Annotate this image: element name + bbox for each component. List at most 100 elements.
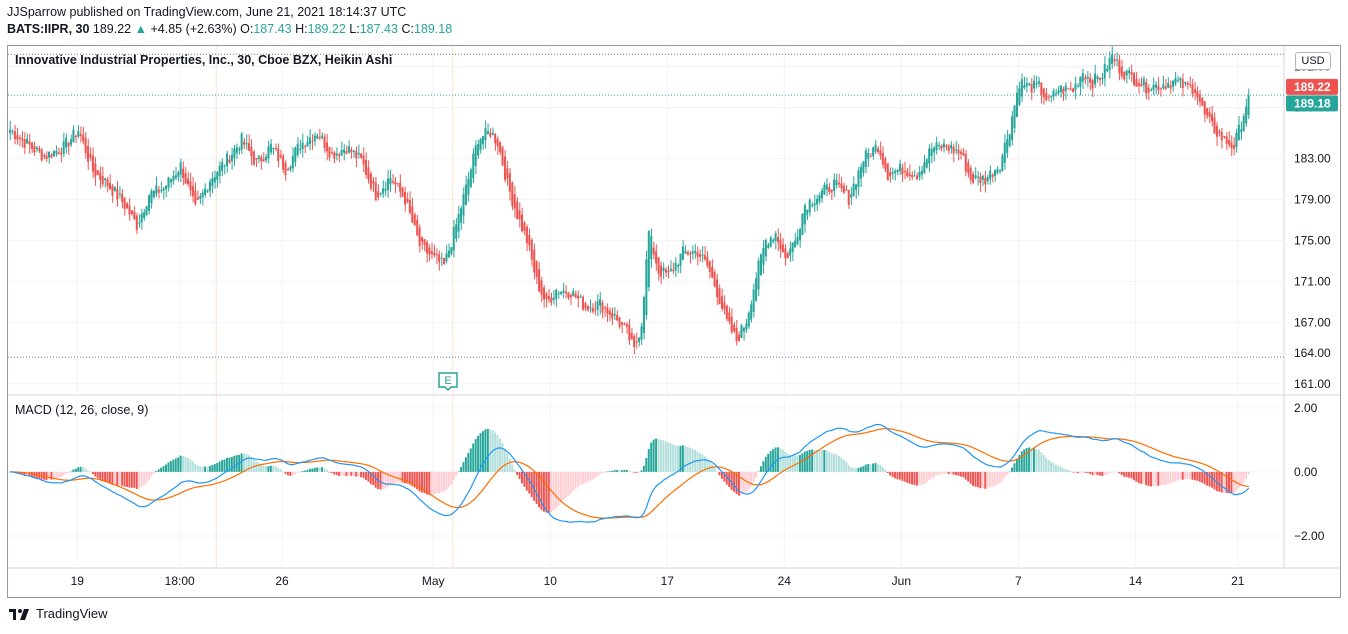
macd-histogram-bar xyxy=(662,440,665,472)
candle-body xyxy=(1189,83,1192,85)
macd-histogram-bar xyxy=(789,454,792,472)
macd-histogram-bar xyxy=(182,455,185,472)
macd-histogram-bar xyxy=(1059,466,1062,472)
macd-histogram-bar xyxy=(1162,471,1165,485)
macd-histogram-bar xyxy=(372,471,375,486)
candle-body xyxy=(452,227,455,251)
macd-histogram-bar xyxy=(179,455,182,472)
x-tick-label: 18:00 xyxy=(165,574,195,588)
candle-body xyxy=(384,189,387,191)
macd-histogram-bar xyxy=(1132,471,1135,481)
macd-histogram-bar xyxy=(720,471,723,479)
candle-body xyxy=(1147,87,1150,93)
candle-body xyxy=(1132,73,1136,85)
candle-body xyxy=(74,135,77,137)
candle-body xyxy=(918,171,921,178)
candle-body xyxy=(150,190,153,204)
candle-body xyxy=(503,156,506,181)
macd-histogram-bar xyxy=(786,453,789,472)
macd-histogram-bar xyxy=(150,471,153,477)
macd-histogram-bar xyxy=(991,471,994,487)
candle-body xyxy=(96,170,99,175)
candle-body xyxy=(1098,77,1101,80)
candle-body xyxy=(291,156,294,169)
macd-histogram-bar xyxy=(538,471,541,508)
candle-body xyxy=(182,168,185,178)
candle-body xyxy=(791,242,794,253)
macd-histogram-bar xyxy=(245,453,248,472)
macd-histogram-bar xyxy=(764,456,767,472)
macd-histogram-bar xyxy=(362,471,365,479)
macd-histogram-bar xyxy=(645,458,648,472)
macd-histogram-bar xyxy=(421,471,423,493)
macd-histogram-bar xyxy=(133,471,136,488)
macd-histogram-bar xyxy=(352,471,355,476)
macd-histogram-bar xyxy=(601,471,604,474)
candle-body xyxy=(433,252,436,256)
candle-body xyxy=(1025,82,1028,87)
candle-body xyxy=(33,145,36,153)
footer-brand[interactable]: TradingView xyxy=(8,606,108,621)
macd-histogram-bar xyxy=(430,471,433,495)
candle-body xyxy=(23,139,26,148)
macd-histogram-bar xyxy=(594,471,597,479)
macd-histogram-bar xyxy=(852,467,855,472)
macd-histogram-bar xyxy=(55,471,58,479)
candle-body xyxy=(345,151,348,154)
macd-histogram-bar xyxy=(750,471,753,487)
macd-histogram-bar xyxy=(691,448,694,472)
candle-body xyxy=(9,130,12,134)
macd-histogram-bar xyxy=(28,471,31,477)
candle-body xyxy=(350,149,353,153)
macd-histogram-bar xyxy=(828,451,831,472)
candle-body xyxy=(330,152,333,154)
candle-body xyxy=(864,150,867,168)
candle-body xyxy=(650,235,653,260)
macd-histogram-bar xyxy=(196,465,199,472)
macd-histogram-bar xyxy=(628,470,631,472)
candle-body xyxy=(1057,90,1060,94)
macd-histogram-bar xyxy=(345,471,348,477)
macd-histogram-bar xyxy=(794,455,797,472)
macd-histogram-bar xyxy=(935,471,938,476)
macd-histogram-bar xyxy=(343,471,345,476)
macd-histogram-bar xyxy=(126,471,128,487)
macd-histogram-bar xyxy=(69,471,72,473)
macd-histogram-bar xyxy=(981,471,984,489)
macd-y-tick-label: −2.00 xyxy=(1294,529,1325,543)
currency-button[interactable]: USD xyxy=(1295,52,1331,70)
candle-body xyxy=(255,158,258,160)
candle-body xyxy=(447,250,450,258)
macd-histogram-bar xyxy=(564,471,567,498)
candle-body xyxy=(794,240,797,248)
candle-body xyxy=(835,179,838,186)
macd-histogram-bar xyxy=(167,462,170,472)
macd-histogram-bar xyxy=(755,471,758,478)
macd-histogram-bar xyxy=(72,469,75,472)
macd-histogram-bar xyxy=(1052,463,1055,472)
candle-body xyxy=(467,179,470,195)
macd-histogram-bar xyxy=(252,459,255,472)
candle-body xyxy=(545,293,548,299)
candle-body xyxy=(789,248,792,256)
candle-body xyxy=(996,169,999,174)
candle-body xyxy=(557,293,560,295)
macd-histogram-bar xyxy=(121,471,124,486)
candle-body xyxy=(555,289,558,299)
macd-histogram-bar xyxy=(481,431,484,472)
macd-histogram-bar xyxy=(384,471,387,489)
macd-histogram-bar xyxy=(1235,471,1238,491)
candle-body xyxy=(784,248,787,258)
candle-body xyxy=(1130,71,1133,75)
macd-histogram-bar xyxy=(243,453,245,472)
candle-body xyxy=(65,138,68,148)
macd-histogram-bar xyxy=(1223,471,1226,493)
macd-histogram-bar xyxy=(855,468,857,472)
macd-histogram-bar xyxy=(642,465,645,472)
candle-body xyxy=(213,177,216,183)
candle-body xyxy=(1064,85,1067,92)
macd-histogram-bar xyxy=(733,471,736,492)
macd-histogram-bar xyxy=(742,471,745,494)
candle-body xyxy=(674,262,677,271)
